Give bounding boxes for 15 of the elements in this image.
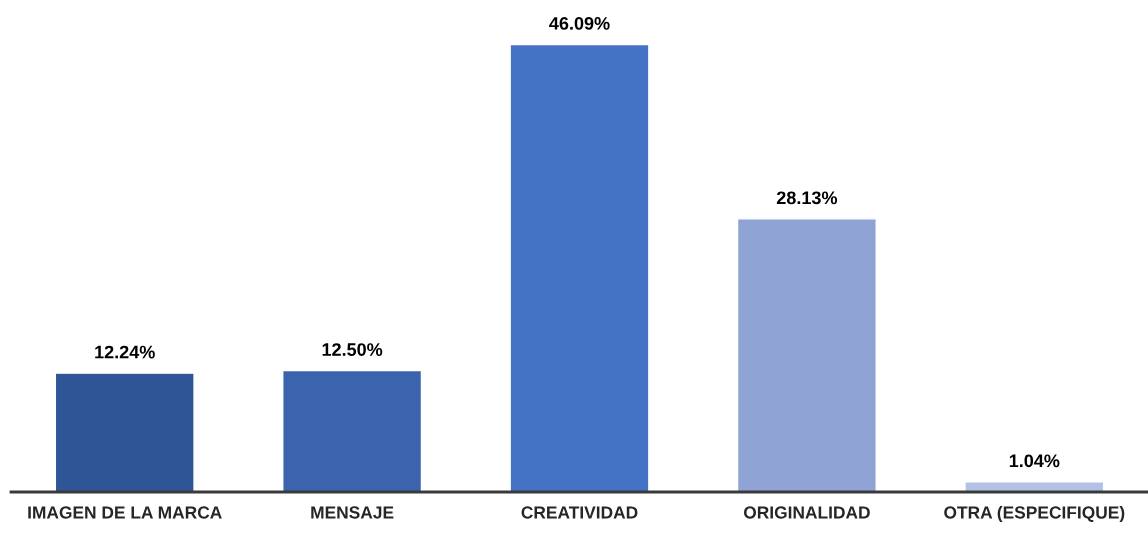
data-label: 28.13% [776,191,838,205]
bar [282,369,423,492]
x-tick-label: CREATIVIDAD [521,506,638,519]
data-label: 1.04% [1009,454,1060,468]
x-tick-label: IMAGEN DE LA MARCA [28,506,222,519]
x-tick-label: MENSAJE [311,506,394,519]
x-tick-label: OTRA (ESPECIFIQUE) [944,505,1125,523]
data-label: 12.50% [322,343,383,356]
bar [509,43,650,492]
bar [964,481,1105,492]
data-label: 46.09% [549,17,610,30]
bar [736,218,877,492]
data-label: 12.24% [95,345,155,359]
x-tick-label: ORIGINALIDAD [743,506,870,519]
bar [54,372,195,492]
